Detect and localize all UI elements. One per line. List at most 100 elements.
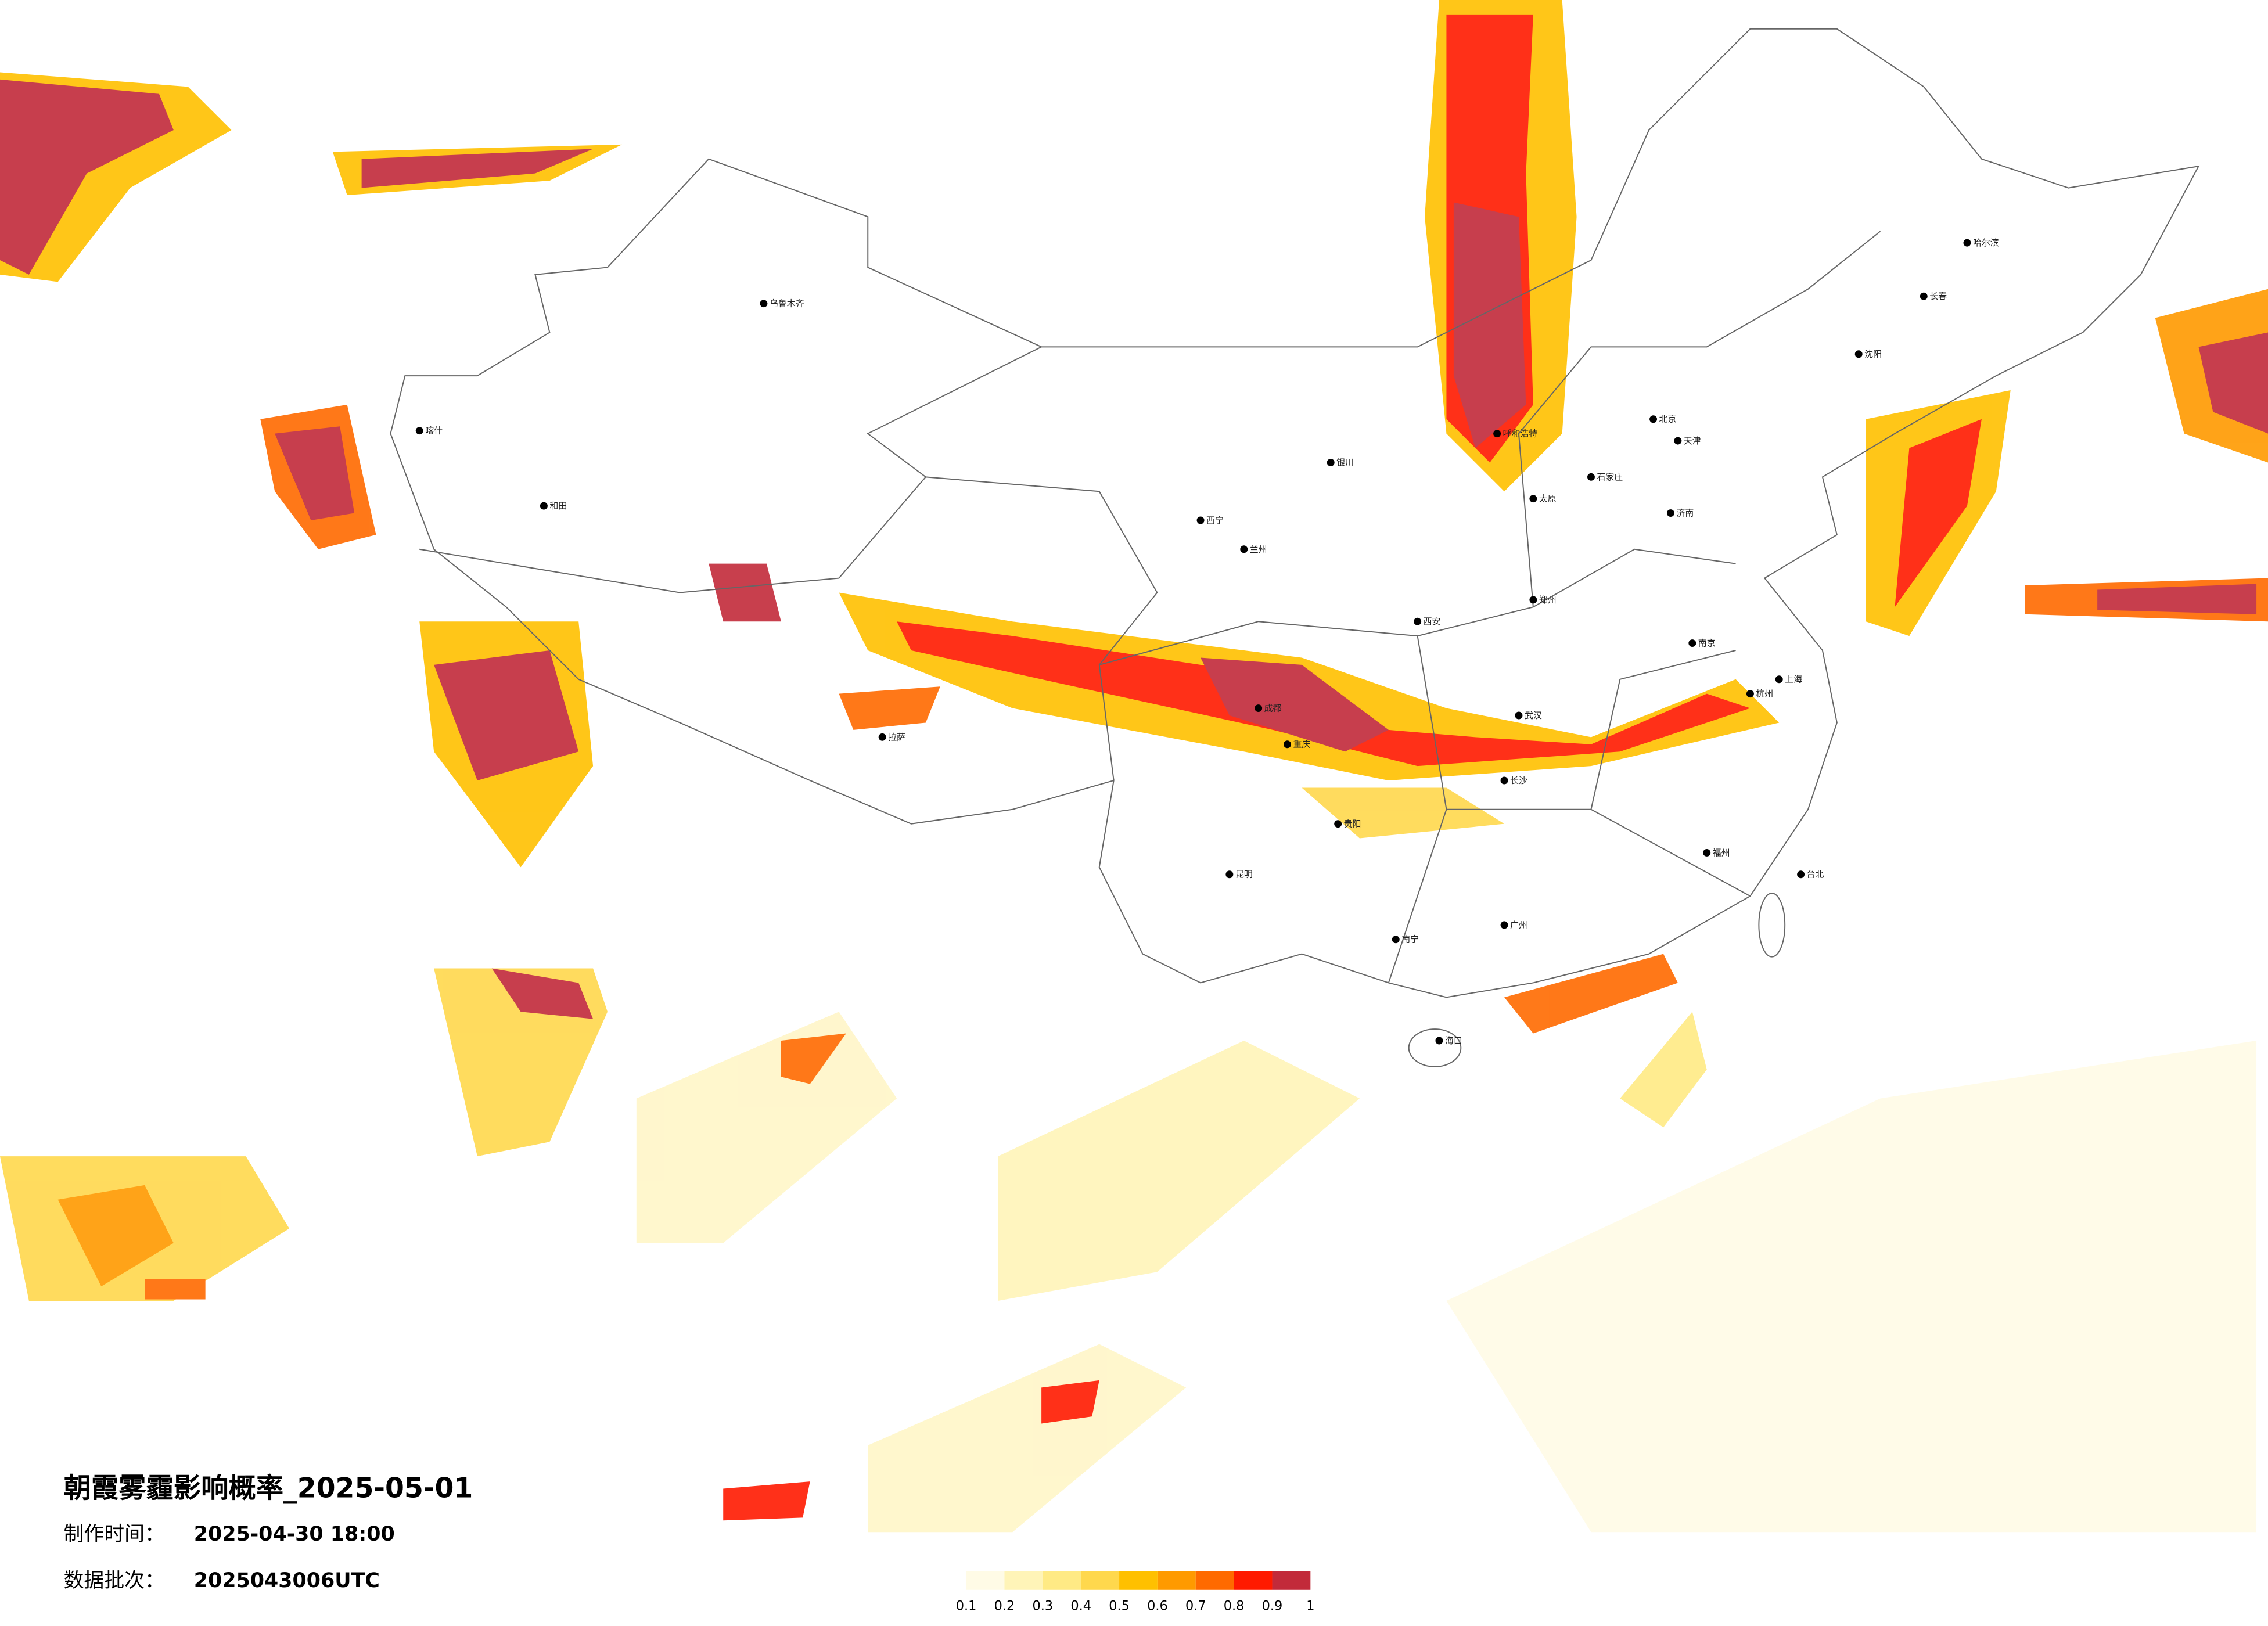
city-dot	[1920, 292, 1928, 300]
haze-area	[781, 1033, 846, 1084]
colorbar-tick-label: 0.3	[1033, 1599, 1054, 1614]
map-title: 朝霞雾霾影响概率_2025-05-01	[64, 1473, 473, 1505]
city-label: 广州	[1510, 920, 1527, 930]
haze-area	[1504, 954, 1678, 1034]
colorbar-tick-label: 0.6	[1147, 1599, 1168, 1614]
haze-area	[0, 79, 174, 275]
city-label: 银川	[1336, 457, 1354, 467]
island-outline	[1758, 893, 1786, 958]
colorbar-swatch	[1272, 1571, 1311, 1590]
haze-area	[709, 563, 781, 622]
colorbar-swatch	[1234, 1571, 1273, 1590]
city-label: 喀什	[425, 426, 443, 436]
colorbar-swatch	[1004, 1571, 1043, 1590]
city-label: 福州	[1713, 847, 1730, 858]
borders	[390, 28, 2200, 1067]
city-dot	[1746, 690, 1754, 698]
city-dot	[1196, 516, 1205, 524]
city-label: 北京	[1659, 414, 1677, 425]
city-dot	[1414, 617, 1422, 625]
city-dot	[1284, 740, 1291, 749]
haze-area	[2198, 332, 2268, 434]
city-label: 上海	[1785, 674, 1802, 685]
colorbar-swatch	[1043, 1571, 1081, 1590]
city-label: 拉萨	[888, 732, 905, 742]
city-dot	[1515, 711, 1523, 720]
batch-label: 数据批次：	[64, 1569, 165, 1592]
city-dot	[878, 733, 886, 741]
haze-area	[1453, 202, 1526, 448]
city-dot	[1854, 350, 1863, 358]
city-label: 和田	[549, 501, 567, 511]
colorbar-tick-label: 0.2	[994, 1599, 1015, 1614]
city-label: 长沙	[1510, 775, 1527, 786]
city-dot	[1649, 415, 1658, 423]
city-dot	[1666, 509, 1674, 517]
haze-area	[1302, 787, 1505, 839]
city-dot	[1674, 437, 1682, 445]
city-dot	[1493, 430, 1501, 438]
colorbar-tick-label: 0.8	[1224, 1599, 1245, 1614]
haze-area	[275, 426, 355, 520]
city-label: 沈阳	[1864, 349, 1882, 359]
city-label: 呼和浩特	[1503, 429, 1538, 439]
city-dot	[1255, 704, 1263, 713]
haze-area	[361, 149, 594, 188]
made-time: 2025-04-30 18:00	[194, 1523, 395, 1546]
haze-area	[723, 1481, 810, 1521]
city-label: 南京	[1698, 638, 1716, 649]
colorbar-swatch	[1119, 1571, 1158, 1590]
city-label: 昆明	[1235, 869, 1253, 880]
probability-field	[0, 0, 2268, 1533]
city-label: 贵阳	[1344, 819, 1361, 829]
city-dot	[540, 502, 548, 510]
island-outline	[1408, 1028, 1462, 1067]
haze-area	[145, 1279, 206, 1300]
city-dot	[1529, 596, 1537, 604]
city-label: 石家庄	[1597, 472, 1623, 482]
colorbar-tick-label: 1	[1306, 1599, 1314, 1614]
colorbar-swatch	[1157, 1571, 1196, 1590]
city-dot	[1963, 239, 1971, 247]
colorbar-swatch	[966, 1571, 1005, 1590]
city-dot	[1529, 495, 1537, 503]
city-label: 哈尔滨	[1973, 238, 1999, 248]
city-label: 兰州	[1250, 544, 1267, 555]
city-dot	[760, 300, 768, 308]
city-label: 西安	[1424, 616, 1441, 627]
haze-area	[434, 650, 579, 780]
city-dot	[415, 427, 423, 435]
city-label: 乌鲁木齐	[770, 298, 804, 309]
city-dot	[1587, 473, 1595, 481]
haze-area	[1041, 1380, 1099, 1424]
haze-area	[636, 1012, 897, 1243]
city-label: 郑州	[1539, 595, 1557, 605]
haze-area	[1620, 1012, 1707, 1128]
city-label: 杭州	[1756, 689, 1773, 699]
country-outline	[390, 28, 2200, 998]
made-label: 制作时间：	[64, 1523, 165, 1546]
city-label: 济南	[1676, 508, 1694, 519]
city-label: 成都	[1264, 703, 1282, 714]
haze-area	[1446, 1041, 2257, 1533]
city-dot	[1703, 848, 1711, 857]
haze-area	[1895, 419, 1982, 607]
city-dot	[1225, 870, 1234, 879]
colorbar-tick-label: 0.7	[1185, 1599, 1206, 1614]
city-dot	[1435, 1037, 1443, 1045]
province-border	[419, 231, 1881, 983]
colorbar-tick-label: 0.9	[1262, 1599, 1283, 1614]
batch-value: 2025043006UTC	[194, 1569, 380, 1592]
colorbar-tick-label: 0.1	[956, 1599, 977, 1614]
haze-area	[868, 1344, 1187, 1533]
city-label: 西宁	[1206, 515, 1224, 526]
colorbar: 0.1 0.2 0.3 0.4 0.5 0.6 0.7 0.8 0.9 1	[956, 1571, 1314, 1614]
haze-area	[839, 686, 940, 730]
haze-area	[1201, 657, 1389, 752]
city-label: 重庆	[1293, 739, 1310, 750]
city-label: 武汉	[1525, 710, 1542, 721]
haze-area	[2097, 584, 2257, 614]
